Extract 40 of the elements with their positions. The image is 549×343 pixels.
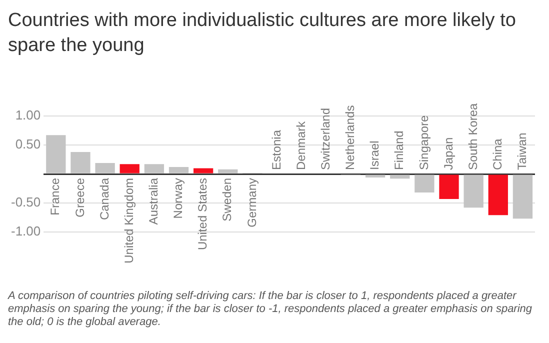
x-tick-label: Canada — [97, 178, 112, 220]
bar — [70, 152, 90, 174]
x-tick-label: Sweden — [220, 178, 234, 222]
y-tick-label: -0.50 — [10, 194, 41, 210]
bar — [464, 174, 484, 208]
bar — [218, 169, 238, 174]
bar — [194, 168, 214, 174]
x-tick-label: France — [48, 178, 62, 216]
bar — [46, 135, 66, 174]
x-tick-label: Greece — [72, 178, 87, 218]
bar — [414, 174, 434, 193]
x-tick-label: Singapore — [416, 114, 431, 170]
x-tick-label: United Kingdom — [122, 178, 136, 264]
x-tick-label: Netherlands — [343, 105, 358, 170]
x-tick-label: Germany — [244, 178, 259, 228]
chart-title: Countries with more individualistic cultures are more likely to spare the young — [8, 9, 517, 58]
bar — [512, 174, 533, 219]
x-tick-label: Denmark — [294, 120, 308, 170]
x-tick-label: Japan — [441, 137, 456, 170]
x-tick-label: Israel — [368, 140, 382, 170]
x-tick-label: Estonia — [269, 130, 284, 170]
bar — [120, 164, 140, 174]
x-tick-label: Switzerland — [318, 108, 332, 170]
bar — [365, 174, 386, 178]
x-tick-label: Finland — [392, 130, 406, 170]
x-tick-label: South Korea — [466, 102, 480, 170]
x-tick-label: United States — [196, 178, 210, 250]
x-tick-label: Taiwan — [515, 132, 530, 170]
x-tick-label: China — [490, 138, 504, 170]
bar — [95, 162, 115, 174]
bar — [488, 174, 508, 216]
text: A comparison of countries piloting self-driving cars: If the bar is closer to 1, respondents placed a greater emphasis on sparing the young; if the bar is closer to -1, respondents placed a greater emphasis on sparing the old; 0 is the global average. — [8, 290, 534, 329]
bar — [144, 164, 164, 174]
bar — [168, 167, 189, 174]
y-tick-label: -1.00 — [10, 224, 41, 239]
y-tick-label: 0.50 — [15, 136, 41, 152]
x-tick-label: Australia — [146, 178, 160, 225]
y-tick-label: 1.00 — [15, 108, 41, 123]
bar — [439, 174, 459, 199]
x-tick-label: Norway — [171, 178, 186, 219]
